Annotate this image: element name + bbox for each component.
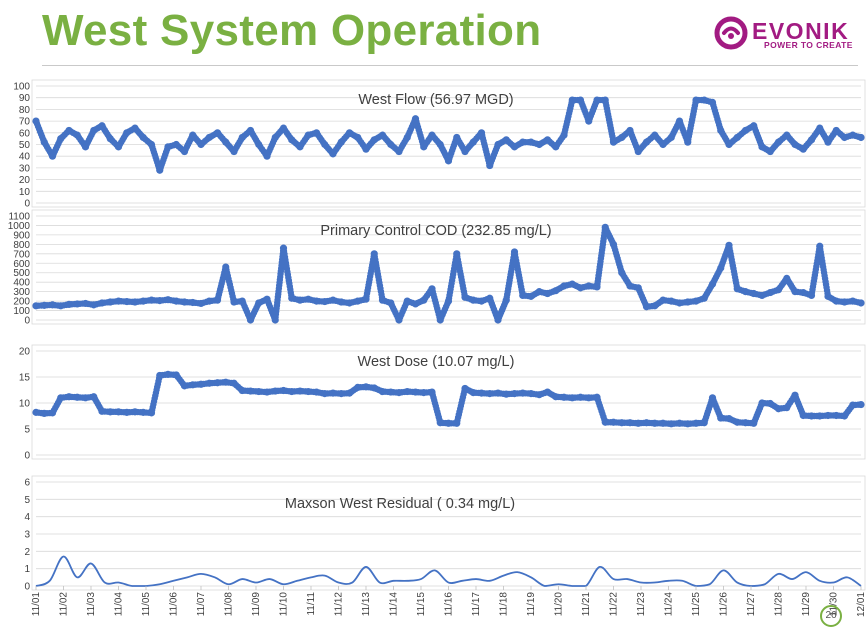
- y-tick-label: 80: [19, 105, 31, 116]
- y-tick-label: 40: [19, 152, 31, 163]
- x-tick-label: 11/13: [361, 592, 372, 617]
- chart-title: West Flow (56.97 MGD): [358, 92, 513, 108]
- x-tick-label: 11/28: [774, 592, 785, 617]
- y-tick-label: 200: [13, 297, 30, 308]
- x-tick-label: 11/20: [554, 592, 565, 617]
- x-tick-label: 11/15: [416, 592, 427, 617]
- y-tick-label: 50: [19, 140, 31, 151]
- x-tick-label: 11/19: [526, 592, 537, 617]
- x-tick-label: 11/30: [829, 592, 840, 617]
- x-tick-label: 12/01: [856, 592, 867, 617]
- evonik-logo-icon: [714, 16, 748, 50]
- y-tick-label: 10: [19, 187, 31, 198]
- y-tick-label: 1: [24, 564, 30, 575]
- chart-title: West Dose (10.07 mg/L): [358, 354, 515, 370]
- slide-title: West System Operation: [42, 6, 542, 55]
- data-point: [857, 299, 865, 307]
- y-tick-label: 100: [13, 306, 30, 317]
- date-axis: 11/01 11/02 11/03 11/04 11/05 11/06 11/07 11/08…: [31, 586, 867, 617]
- x-tick-label: 11/12: [334, 592, 345, 617]
- y-tick-label: 3: [24, 530, 30, 541]
- x-tick-label: 11/14: [389, 592, 400, 617]
- x-tick-label: 11/22: [609, 592, 620, 617]
- y-tick-label: 5: [24, 425, 30, 436]
- y-tick-label: 0: [24, 199, 30, 210]
- y-tick-label: 700: [13, 249, 30, 260]
- x-tick-label: 11/17: [471, 592, 482, 617]
- x-tick-label: 11/27: [746, 592, 757, 617]
- chart-frame: [31, 79, 866, 208]
- y-tick-label: 500: [13, 268, 30, 279]
- series-line: [35, 555, 862, 587]
- y-tick-label: 800: [13, 240, 30, 251]
- y-tick-label: 400: [13, 278, 30, 289]
- y-tick-label: 20: [19, 175, 31, 186]
- y-tick-label: 70: [19, 117, 31, 128]
- y-tick-label: 0: [24, 451, 30, 462]
- x-tick-label: 11/29: [801, 592, 812, 617]
- x-tick-label: 11/06: [169, 592, 180, 617]
- y-tick-label: 600: [13, 259, 30, 270]
- data-point: [857, 133, 865, 142]
- chart-title: Primary Control COD (232.85 mg/L): [320, 223, 551, 239]
- x-tick-label: 11/05: [141, 592, 152, 617]
- x-tick-label: 11/01: [31, 592, 42, 617]
- x-tick-label: 11/18: [499, 592, 510, 617]
- x-tick-label: 11/21: [581, 592, 592, 617]
- y-tick-label: 15: [19, 373, 31, 384]
- x-tick-label: 11/10: [279, 592, 290, 617]
- y-tick-label: 1100: [8, 212, 30, 223]
- chart-title: Maxson West Residual ( 0.34 mg/L): [285, 496, 515, 512]
- y-tick-label: 100: [13, 82, 30, 93]
- logo-wordmark: EVONIK: [752, 18, 850, 44]
- x-tick-label: 11/03: [86, 592, 97, 617]
- logo-tagline: POWER TO CREATE: [764, 40, 853, 50]
- y-tick-label: 300: [13, 287, 30, 298]
- y-tick-label: 900: [13, 230, 30, 241]
- x-tick-label: 11/26: [719, 592, 730, 617]
- x-tick-label: 11/25: [691, 592, 702, 617]
- y-tick-label: 4: [24, 512, 30, 523]
- y-tick-label: 0: [24, 582, 30, 593]
- x-tick-label: 11/04: [114, 592, 125, 617]
- y-tick-label: 6: [24, 478, 30, 489]
- x-tick-label: 11/16: [444, 592, 455, 617]
- chart-panel-3: 0 5 10 15 20 West Dose (10.07 mg/L): [19, 344, 866, 462]
- chart-frame: [31, 344, 866, 460]
- y-tick-label: 30: [19, 163, 31, 174]
- x-tick-label: 11/23: [636, 592, 647, 617]
- y-tick-label: 60: [19, 128, 31, 139]
- x-tick-label: 11/09: [251, 592, 262, 617]
- y-tick-label: 20: [19, 347, 31, 358]
- y-tick-label: 90: [19, 93, 31, 104]
- x-tick-label: 11/08: [224, 592, 235, 617]
- x-tick-label: 11/11: [306, 592, 317, 616]
- x-tick-label: 11/24: [664, 592, 675, 617]
- chart-frame: [31, 209, 866, 325]
- page-number: 26: [820, 605, 842, 627]
- y-tick-label: 5: [24, 495, 30, 506]
- y-tick-label: 2: [24, 547, 30, 558]
- y-tick-label: 0: [24, 316, 30, 327]
- chart-panel-4: 0 1 2 3 4 5 6 Maxson West Residual ( 0.34 mg/L): [24, 475, 866, 593]
- x-tick-label: 11/02: [59, 592, 70, 617]
- chart-frame: [31, 475, 866, 591]
- y-tick-label: 1000: [8, 221, 31, 232]
- data-point: [857, 400, 865, 409]
- y-tick-label: 10: [19, 399, 31, 410]
- x-tick-label: 11/07: [196, 592, 207, 617]
- evonik-logo: EVONIK POWER TO CREATE: [714, 14, 864, 54]
- title-divider: [42, 65, 858, 66]
